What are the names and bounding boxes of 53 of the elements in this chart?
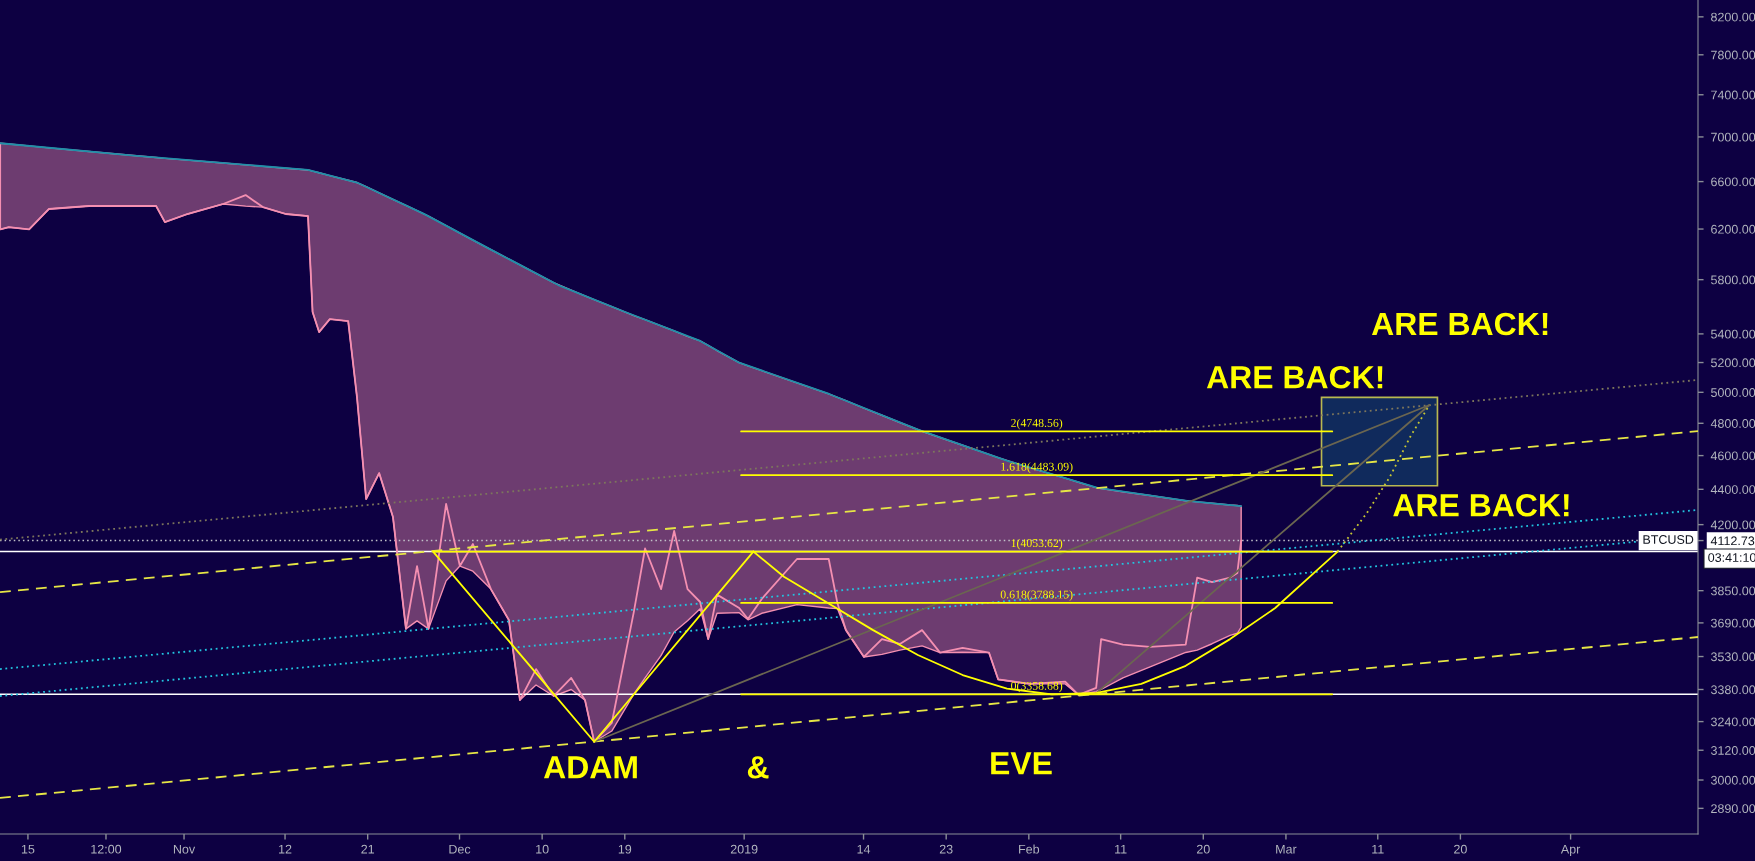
text: 03:41:10 [1708,553,1755,562]
y-tick-label: 6200.00 [1711,224,1755,234]
x-tick-label: 21 [361,844,375,854]
y-tick-label: 5000.00 [1711,388,1755,397]
x-tick-label: 20 [1454,844,1467,854]
annotation: & [747,756,769,779]
y-tick-label: 4600.00 [1710,451,1755,461]
x-tick-label: 20 [1196,844,1210,854]
x-tick-label: Mar [1276,844,1297,854]
y-tick-label: 7400.00 [1711,90,1755,100]
x-tick-label: Dec [449,844,471,854]
series-label: 1(4053.62) [1011,538,1063,550]
y-tick-label: 2890.00 [1711,804,1755,814]
annotation: ADAM [543,756,637,779]
y-tick-label: 5800.00 [1711,275,1755,285]
y-tick-label: 3690.00 [1710,618,1755,628]
x-tick-label: 11 [1372,844,1384,854]
x-tick-label: 11 [1115,844,1127,854]
ref-line-label: BTCUSD [1643,535,1694,544]
y-tick-label: 4400.00 [1710,485,1755,494]
y-tick-label: 7800.00 [1711,50,1755,60]
annotation: ARE BACK! [1371,312,1548,336]
x-tick-label: Nov [173,844,196,854]
x-tick-label: 2019 [730,844,758,854]
y-tick-label: 7000.00 [1711,132,1755,142]
x-tick-label: 12 [279,844,292,854]
y-tick-label: 4200.00 [1710,520,1755,530]
y-tick-label: 3380.00 [1710,685,1755,695]
x-tick-label: 10 [536,844,549,854]
y-tick-label: 3530.00 [1710,652,1755,662]
x-tick-label: 12:00 [91,844,122,854]
y-tick-label: 3850.00 [1710,586,1755,596]
x-tick-label: Apr [1560,844,1581,857]
x-tick-label: 19 [618,844,632,854]
annotation: EVE [991,752,1052,775]
annotation: ARE BACK! [1393,493,1569,517]
y-tick-label: 3240.00 [1710,717,1755,727]
y-tick-label: 4800.00 [1710,419,1755,428]
series-label: 2(4748.56) [1011,418,1063,430]
y-tick-label: 3120.00 [1710,746,1755,755]
series-label: 0.618(3788.15) [1000,590,1073,601]
y-tick-label: 5200.00 [1711,358,1755,368]
y-tick-label: 6600.00 [1711,177,1755,187]
x-tick-label: 15 [21,844,35,854]
annotation: ARE BACK! [1206,365,1383,389]
y-tick-label: 5400.00 [1711,329,1755,339]
x-tick-label: Feb [1019,844,1040,854]
y-tick-label: 3000.00 [1710,775,1755,785]
series-label: 0(3358.68) [1011,681,1063,693]
x-tick-label: 14 [857,844,871,854]
x-tick-label: 23 [939,844,953,854]
y-tick-label: 4112.73 [1710,536,1755,546]
y-tick-label: 8200.00 [1711,12,1755,22]
